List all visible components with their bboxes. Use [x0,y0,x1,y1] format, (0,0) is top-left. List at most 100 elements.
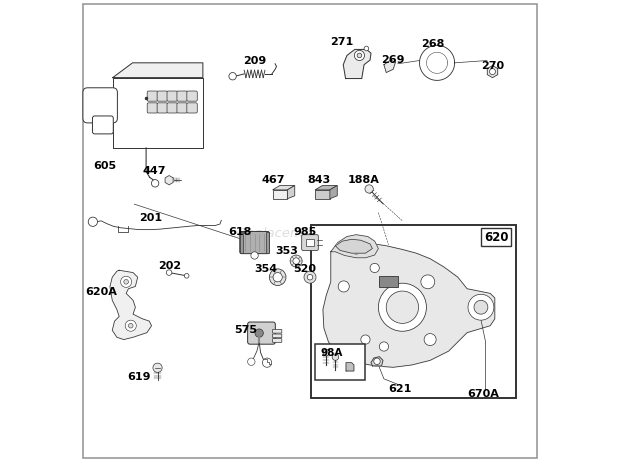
Polygon shape [113,78,203,148]
Circle shape [323,349,329,356]
Text: 98A: 98A [320,348,342,359]
Text: 268: 268 [421,39,444,49]
FancyBboxPatch shape [83,88,117,123]
FancyBboxPatch shape [92,116,113,134]
Text: 202: 202 [158,261,181,271]
Circle shape [308,274,312,280]
Text: 201: 201 [139,213,162,223]
FancyBboxPatch shape [177,103,187,113]
Polygon shape [110,270,151,340]
Circle shape [120,276,131,287]
Polygon shape [273,185,294,190]
Circle shape [184,274,189,278]
Text: 605: 605 [93,161,116,171]
Bar [311,225,516,398]
Circle shape [379,342,389,351]
Polygon shape [343,49,371,79]
FancyBboxPatch shape [157,103,167,113]
Circle shape [361,335,370,344]
Polygon shape [371,357,383,366]
Polygon shape [273,190,287,199]
Circle shape [247,358,255,365]
Bar [306,239,314,246]
FancyBboxPatch shape [187,103,197,113]
Polygon shape [287,185,294,199]
FancyBboxPatch shape [147,103,157,113]
Circle shape [370,263,379,273]
Bar [265,232,269,253]
Polygon shape [330,185,337,199]
Circle shape [128,323,133,328]
FancyBboxPatch shape [157,91,167,101]
Circle shape [269,269,286,286]
Polygon shape [165,176,173,185]
Circle shape [153,363,162,372]
Circle shape [229,73,236,80]
Text: 985: 985 [294,227,317,237]
Text: 271: 271 [330,36,353,47]
Bar [379,276,398,287]
FancyBboxPatch shape [187,91,197,101]
Polygon shape [315,190,330,199]
Text: 188A: 188A [347,175,379,185]
FancyBboxPatch shape [167,103,177,113]
Text: 575: 575 [234,325,257,335]
Circle shape [255,329,264,337]
Circle shape [365,185,373,193]
Text: 520: 520 [293,264,316,274]
Text: 620: 620 [484,231,509,243]
Text: 618: 618 [228,227,252,237]
Circle shape [386,291,418,323]
Text: 843: 843 [308,175,331,185]
Circle shape [88,217,97,226]
Polygon shape [487,66,498,78]
Text: 447: 447 [142,166,166,176]
Bar [314,344,365,380]
Polygon shape [346,363,354,371]
Text: 467: 467 [261,175,285,185]
Text: eReplacementParts.com: eReplacementParts.com [229,227,391,240]
Text: 353: 353 [275,246,298,256]
Polygon shape [315,185,337,190]
Circle shape [468,294,494,320]
Bar [481,228,511,246]
Circle shape [374,358,380,365]
Circle shape [355,50,365,61]
FancyBboxPatch shape [247,322,275,344]
Circle shape [304,271,316,283]
Polygon shape [113,63,203,78]
Circle shape [332,354,339,360]
Circle shape [489,69,495,75]
Text: 619: 619 [127,371,151,382]
Circle shape [262,358,272,367]
FancyBboxPatch shape [302,235,318,250]
FancyBboxPatch shape [167,91,177,101]
Bar [240,232,244,253]
Circle shape [421,275,435,289]
Circle shape [293,258,299,264]
Text: 270: 270 [481,61,504,71]
Text: 269: 269 [381,55,405,65]
FancyBboxPatch shape [177,91,187,101]
Circle shape [352,245,361,254]
Circle shape [378,283,427,331]
FancyBboxPatch shape [240,231,269,254]
Text: 621: 621 [388,384,412,394]
Polygon shape [331,235,378,258]
FancyBboxPatch shape [273,339,282,342]
Text: 209: 209 [243,56,266,67]
Circle shape [424,334,436,346]
Circle shape [151,180,159,187]
FancyBboxPatch shape [273,329,282,333]
Circle shape [251,252,259,259]
Polygon shape [384,60,396,73]
Polygon shape [323,243,495,367]
FancyBboxPatch shape [147,91,157,101]
Circle shape [124,280,128,284]
Text: 620A: 620A [85,287,117,297]
Polygon shape [335,239,373,253]
Circle shape [125,320,136,331]
Circle shape [166,270,172,275]
Circle shape [290,255,302,267]
Text: 670A: 670A [467,389,499,399]
